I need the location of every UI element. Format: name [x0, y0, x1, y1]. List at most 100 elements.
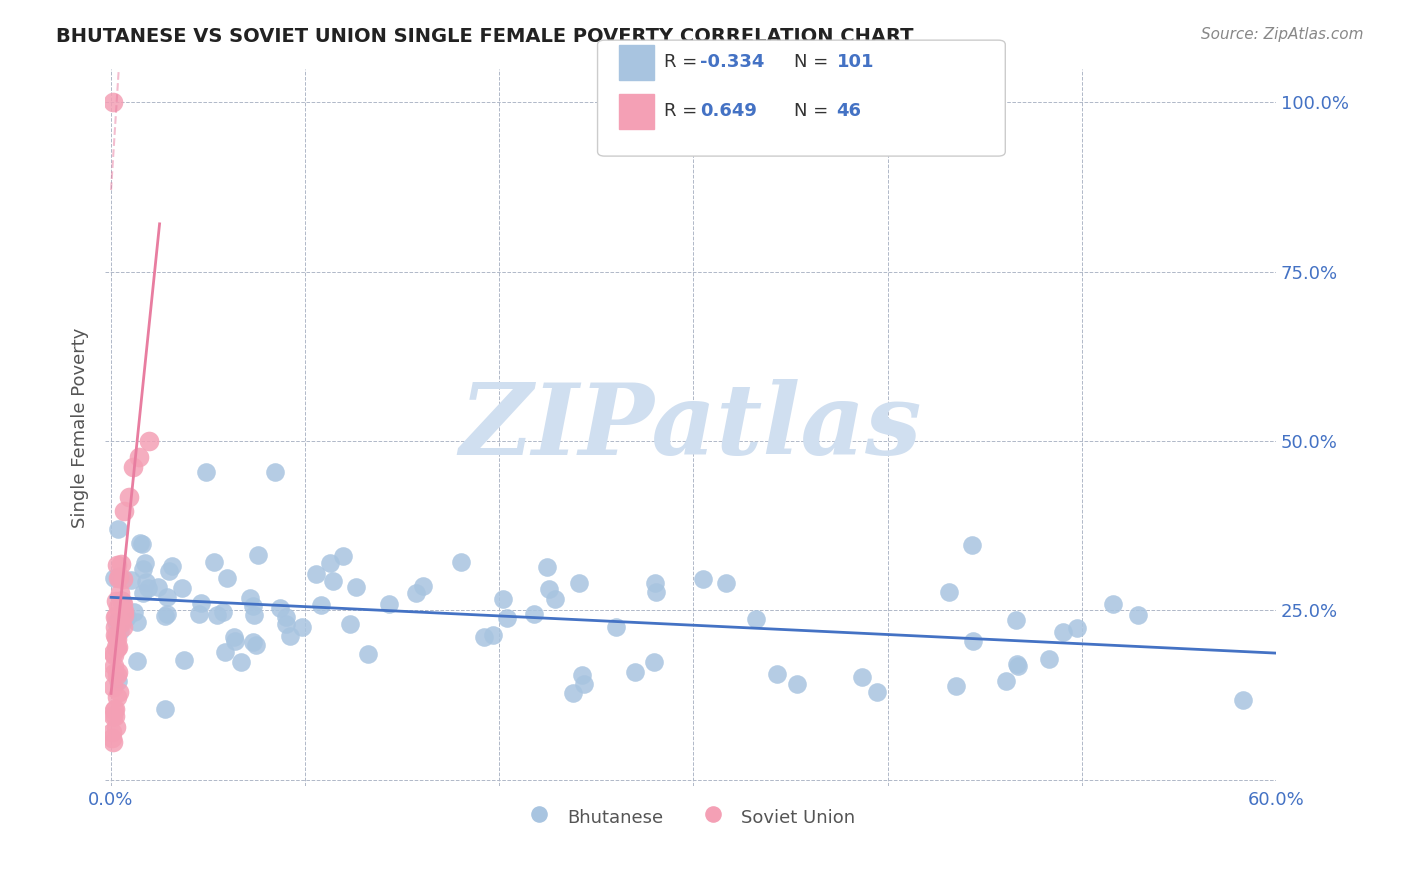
Point	[138, 434, 160, 448]
Point	[118, 490, 141, 504]
Point	[132, 562, 155, 576]
Point	[101, 725, 124, 739]
Point	[263, 465, 285, 479]
Point	[173, 653, 195, 667]
Point	[242, 635, 264, 649]
Point	[101, 680, 124, 694]
Point	[105, 668, 128, 682]
Point	[105, 615, 128, 629]
Point	[153, 702, 176, 716]
Y-axis label: Single Female Poverty: Single Female Poverty	[72, 327, 89, 528]
Point	[105, 632, 128, 646]
Point	[645, 584, 668, 599]
Point	[276, 617, 298, 632]
Point	[472, 630, 495, 644]
Point	[129, 536, 152, 550]
Point	[146, 580, 169, 594]
Point	[339, 617, 361, 632]
Point	[643, 656, 665, 670]
Point	[215, 571, 238, 585]
Point	[101, 646, 124, 660]
Point	[157, 564, 180, 578]
Point	[103, 659, 125, 673]
Point	[112, 597, 135, 611]
Point	[105, 690, 128, 705]
Point	[101, 709, 124, 723]
Point	[644, 575, 666, 590]
Point	[101, 731, 124, 745]
Point	[322, 574, 344, 589]
Point	[332, 549, 354, 563]
Point	[114, 612, 136, 626]
Point	[544, 592, 567, 607]
Text: -0.334: -0.334	[700, 54, 765, 71]
Point	[450, 555, 472, 569]
Point	[309, 598, 332, 612]
Point	[104, 702, 127, 716]
Point	[107, 673, 129, 688]
Point	[105, 609, 128, 624]
Text: N =: N =	[794, 103, 834, 120]
Point	[120, 573, 142, 587]
Point	[245, 638, 267, 652]
Point	[745, 611, 768, 625]
Point	[492, 592, 515, 607]
Point	[202, 555, 225, 569]
Point	[124, 605, 146, 619]
Point	[104, 594, 127, 608]
Point	[107, 665, 129, 680]
Point	[243, 608, 266, 623]
Point	[344, 580, 367, 594]
Point	[962, 538, 984, 552]
Point	[247, 548, 270, 562]
Point	[156, 607, 179, 622]
Point	[205, 608, 228, 623]
Point	[1232, 693, 1254, 707]
Point	[111, 620, 134, 634]
Point	[103, 666, 125, 681]
Point	[127, 654, 149, 668]
Point	[108, 586, 131, 600]
Point	[112, 607, 135, 622]
Point	[104, 708, 127, 723]
Point	[523, 607, 546, 621]
Point	[170, 582, 193, 596]
Point	[111, 594, 134, 608]
Point	[561, 686, 583, 700]
Point	[538, 582, 561, 597]
Point	[224, 633, 246, 648]
Point	[194, 465, 217, 479]
Point	[135, 574, 157, 589]
Point	[112, 572, 135, 586]
Point	[291, 620, 314, 634]
Point	[938, 584, 960, 599]
Point	[105, 630, 128, 644]
Point	[134, 556, 156, 570]
Point	[1038, 652, 1060, 666]
Point	[1128, 608, 1150, 623]
Text: N =: N =	[794, 54, 834, 71]
Point	[994, 673, 1017, 688]
Text: R =: R =	[664, 103, 709, 120]
Point	[242, 599, 264, 613]
Point	[104, 640, 127, 654]
Point	[156, 591, 179, 605]
Point	[1005, 657, 1028, 672]
Point	[110, 592, 132, 607]
Legend: Bhutanese, Soviet Union: Bhutanese, Soviet Union	[519, 798, 862, 835]
Point	[945, 679, 967, 693]
Point	[377, 597, 399, 611]
Point	[568, 576, 591, 591]
Point	[110, 557, 132, 571]
Point	[851, 670, 873, 684]
Point	[269, 601, 291, 615]
Point	[357, 647, 380, 661]
Point	[115, 610, 138, 624]
Text: R =: R =	[664, 54, 703, 71]
Point	[127, 615, 149, 629]
Point	[214, 645, 236, 659]
Point	[412, 579, 434, 593]
Point	[239, 591, 262, 605]
Point	[108, 684, 131, 698]
Point	[103, 703, 125, 717]
